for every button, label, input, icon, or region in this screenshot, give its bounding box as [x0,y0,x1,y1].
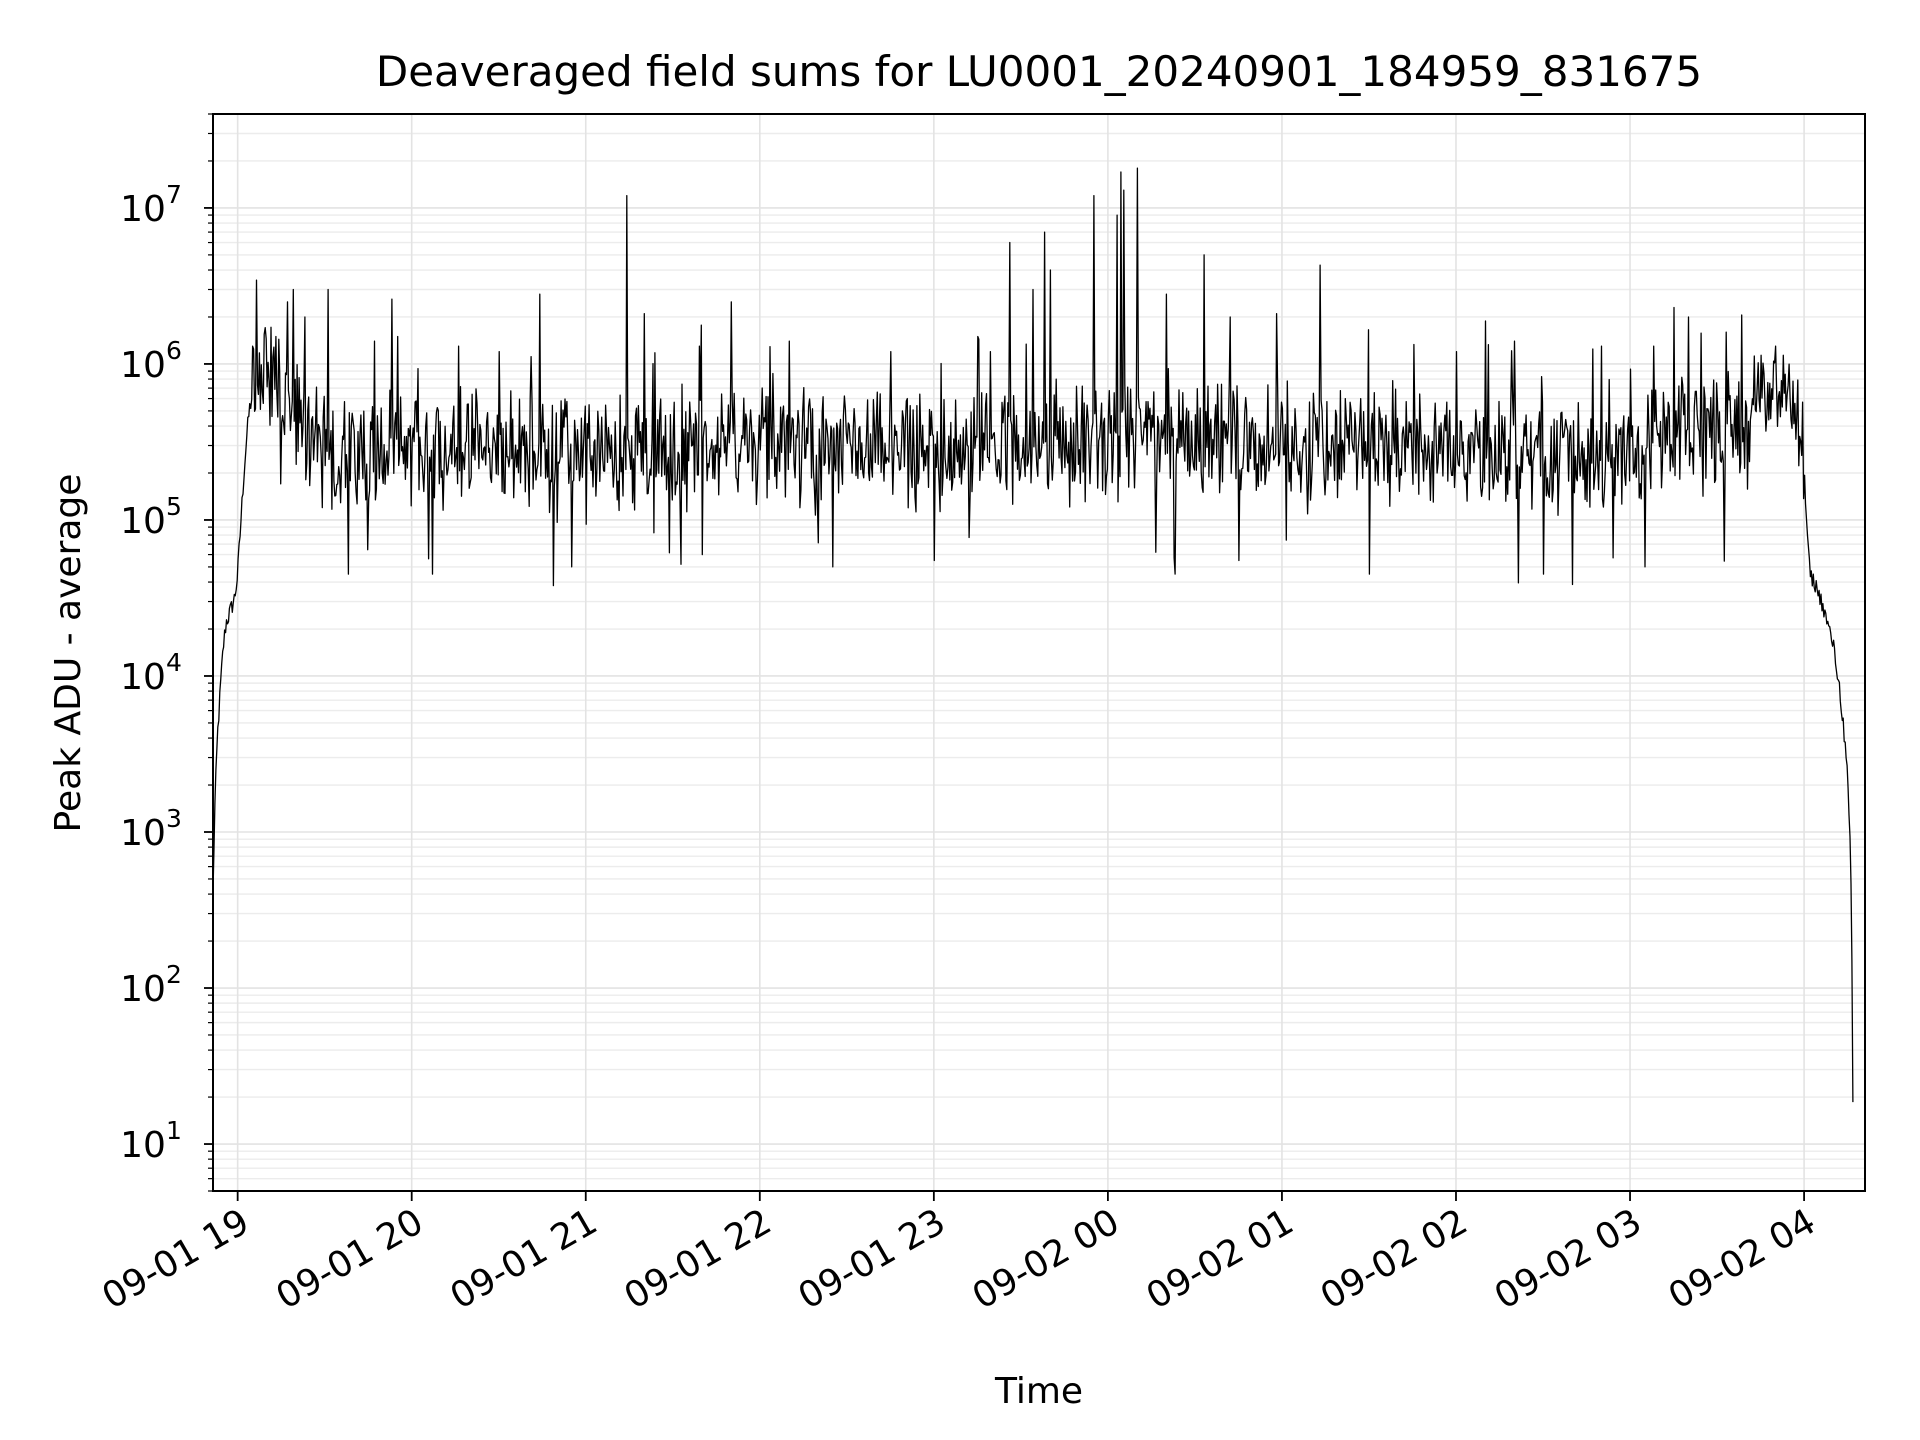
y-tick-label: 103 [120,804,182,854]
y-tick-label: 102 [120,960,182,1010]
series-path [212,167,1854,1103]
y-tick-label: 106 [120,336,182,386]
x-tick-label: 09-02 01 [1140,1201,1301,1317]
y-tick-label: 101 [120,1116,182,1166]
x-axis: 09-01 19 09-01 20 09-01 21 09-01 22 09-01 23… [95,1191,1823,1318]
x-tick-label: 09-01 23 [792,1201,953,1317]
y-tick-label: 107 [120,180,182,230]
grid [213,113,1865,1192]
x-tick-label: 09-01 20 [270,1201,431,1317]
x-tick-label: 09-02 02 [1314,1201,1475,1317]
x-tick-label: 09-02 00 [966,1201,1127,1317]
x-tick-label: 09-01 21 [444,1201,605,1317]
y-axis-label: Peak ADU - average [48,474,89,833]
y-axis: 101 102 103 104 105 106 107 [120,113,213,1192]
x-axis-label: Time [994,1371,1083,1412]
plot-frame [212,113,1866,1192]
chart-title: Deaveraged field sums for LU0001_2024090… [376,47,1702,96]
y-tick-label: 104 [120,648,182,698]
x-tick-label: 09-01 22 [618,1201,779,1317]
x-tick-label: 09-02 04 [1662,1201,1823,1317]
y-tick-label: 105 [120,492,182,542]
x-tick-label: 09-01 19 [95,1201,256,1317]
series-line [212,167,1854,1103]
x-tick-label: 09-02 03 [1488,1201,1649,1317]
